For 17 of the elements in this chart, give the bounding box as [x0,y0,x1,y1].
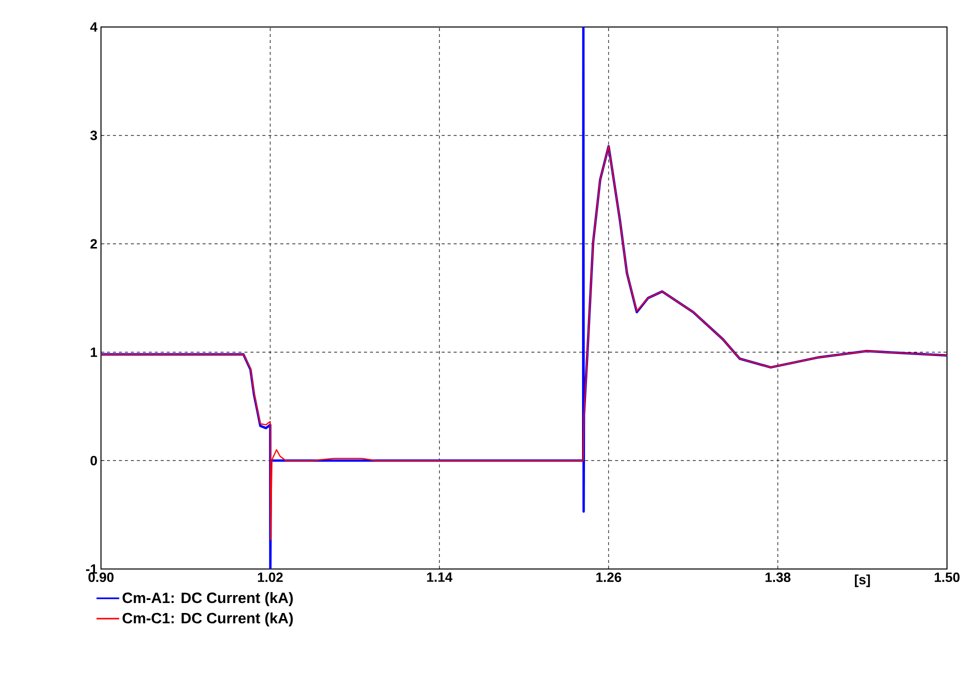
y-tick-label: 4 [90,22,98,32]
y-tick-label: 2 [90,239,97,248]
x-tick-label: 1.14 [427,572,452,582]
y-tick-label: 0 [90,456,97,466]
x-tick-label: 1.26 [596,572,622,582]
x-tick-label: 0.90 [88,572,114,582]
x-tick-label: 1.38 [766,572,790,582]
y-tick-label: 1 [90,348,98,357]
line-series [101,26,948,569]
legend-label: Cm-A1: DC Current (kA) [122,592,293,606]
y-tick-label: -1 [86,564,98,574]
x-axis-title: [s] [854,574,870,588]
legend-label: Cm-C1: DC Current (kA) [122,612,293,626]
x-tick-label: 1.02 [258,572,283,582]
x-tick-label: 1.50 [934,572,960,582]
y-tick-label: 3 [90,130,97,140]
line-series [101,146,948,540]
